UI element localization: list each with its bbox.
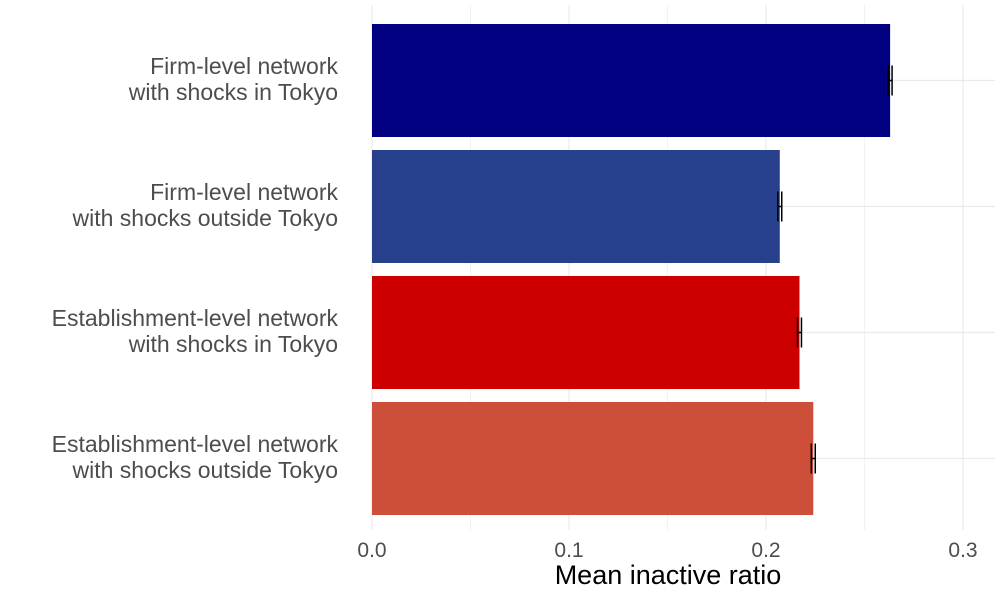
y-tick-label: Firm-level network with shocks in Tokyo [128, 52, 338, 105]
bar [372, 24, 891, 137]
x-tick-label: 0.0 [357, 539, 386, 562]
x-axis: 0.0 0.1 0.2 0.3 [357, 539, 977, 562]
x-tick-label: 0.2 [751, 539, 780, 562]
bars [372, 24, 891, 515]
bar [372, 402, 814, 515]
y-tick-label: Establishment-level network with shocks o… [51, 430, 338, 483]
bar [372, 276, 800, 389]
error-bars [777, 65, 893, 474]
y-tick-label: Establishment-level network with shocks i… [51, 304, 338, 357]
x-tick-label: 0.1 [554, 539, 583, 562]
bar [372, 150, 780, 263]
x-tick-label: 0.3 [948, 539, 977, 562]
y-tick-label: Firm-level network with shocks outside To… [72, 178, 339, 231]
x-axis-title: Mean inactive ratio [554, 560, 782, 590]
